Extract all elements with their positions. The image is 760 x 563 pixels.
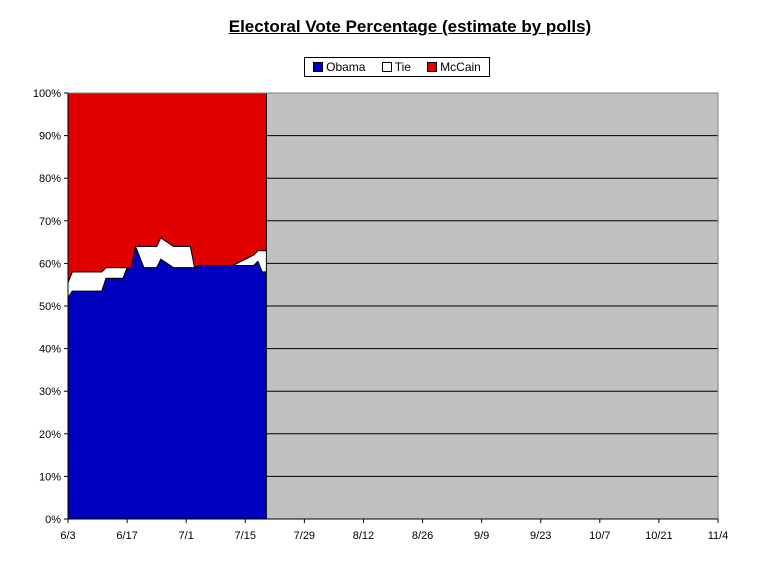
x-tick-label: 8/26 [412, 530, 433, 542]
x-tick-label: 11/4 [708, 530, 729, 542]
legend-label-obama: Obama [326, 60, 366, 74]
y-tick-label: 50% [39, 301, 61, 313]
x-tick-label: 10/21 [645, 530, 673, 542]
legend: Obama Tie McCain [304, 57, 490, 77]
x-tick-label: 6/17 [116, 530, 137, 542]
legend-item-mccain: McCain [427, 60, 481, 74]
legend-item-obama: Obama [313, 60, 365, 74]
y-tick-label: 90% [39, 131, 61, 143]
x-tick-label: 8/12 [353, 530, 374, 542]
y-tick-label: 100% [33, 88, 61, 100]
legend-swatch-tie [381, 62, 392, 72]
y-tick-label: 30% [39, 386, 61, 398]
x-tick-label: 7/29 [294, 530, 315, 542]
x-tick-label: 9/9 [474, 530, 489, 542]
y-tick-label: 40% [39, 344, 61, 356]
x-tick-label: 7/1 [179, 530, 194, 542]
legend-label-tie: Tie [394, 60, 411, 74]
legend-swatch-mccain [427, 62, 438, 72]
y-tick-label: 20% [39, 429, 61, 441]
y-tick-label: 80% [39, 173, 61, 185]
y-tick-label: 10% [39, 471, 61, 483]
y-tick-label: 70% [39, 216, 61, 228]
chart-title: Electoral Vote Percentage (estimate by p… [228, 17, 592, 36]
y-tick-label: 60% [39, 258, 61, 270]
x-tick-label: 10/7 [589, 530, 610, 542]
y-tick-label: 0% [45, 514, 61, 526]
legend-item-tie: Tie [381, 60, 411, 74]
legend-label-mccain: McCain [440, 60, 481, 74]
x-tick-label: 9/23 [530, 530, 551, 542]
legend-swatch-obama [313, 62, 324, 72]
x-tick-label: 7/15 [235, 530, 256, 542]
x-tick-label: 6/3 [60, 530, 75, 542]
